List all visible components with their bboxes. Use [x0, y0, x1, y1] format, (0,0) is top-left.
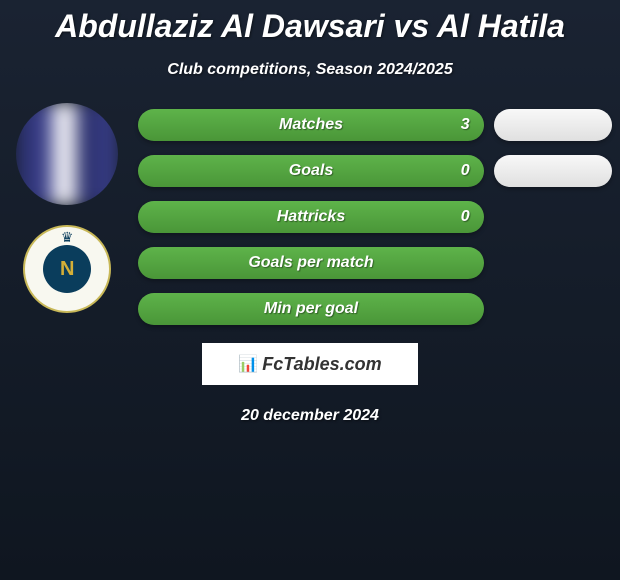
opponent-pill [494, 155, 612, 187]
pill-spacer [494, 247, 612, 279]
stat-value: 3 [461, 116, 470, 134]
club-badge: ♛ N [23, 225, 111, 313]
badge-glyph: N [60, 258, 74, 281]
stat-bar: Goals per match [138, 247, 483, 279]
right-player-column [494, 109, 612, 325]
crown-icon: ♛ [61, 229, 74, 246]
pill-spacer [494, 293, 612, 325]
stat-label: Goals per match [248, 254, 373, 272]
opponent-pill [494, 109, 612, 141]
chart-icon: 📊 [238, 354, 258, 374]
stat-label: Goals [289, 162, 333, 180]
comparison-row: ♛ N Matches 3 Goals 0 Hattricks 0 Goals per ma… [0, 109, 620, 325]
stat-value: 0 [461, 208, 470, 226]
photo-placeholder [16, 103, 118, 205]
footer-date: 20 december 2024 [0, 407, 620, 425]
stat-bar: Hattricks 0 [138, 201, 483, 233]
stat-label: Matches [279, 116, 343, 134]
left-player-column: ♛ N [8, 103, 126, 313]
stat-label: Hattricks [277, 208, 345, 226]
stat-value: 0 [461, 162, 470, 180]
player-photo [16, 103, 118, 205]
stat-bar: Matches 3 [138, 109, 483, 141]
stat-bar: Min per goal [138, 293, 483, 325]
stats-column: Matches 3 Goals 0 Hattricks 0 Goals per match M… [138, 109, 483, 325]
watermark: 📊 FcTables.com [202, 343, 418, 385]
page-title: Abdullaziz Al Dawsari vs Al Hatila [0, 0, 620, 45]
page-subtitle: Club competitions, Season 2024/2025 [0, 61, 620, 79]
watermark-text: FcTables.com [262, 354, 381, 375]
badge-inner: N [43, 245, 91, 293]
stat-label: Min per goal [264, 300, 358, 318]
pill-spacer [494, 201, 612, 233]
stat-bar: Goals 0 [138, 155, 483, 187]
